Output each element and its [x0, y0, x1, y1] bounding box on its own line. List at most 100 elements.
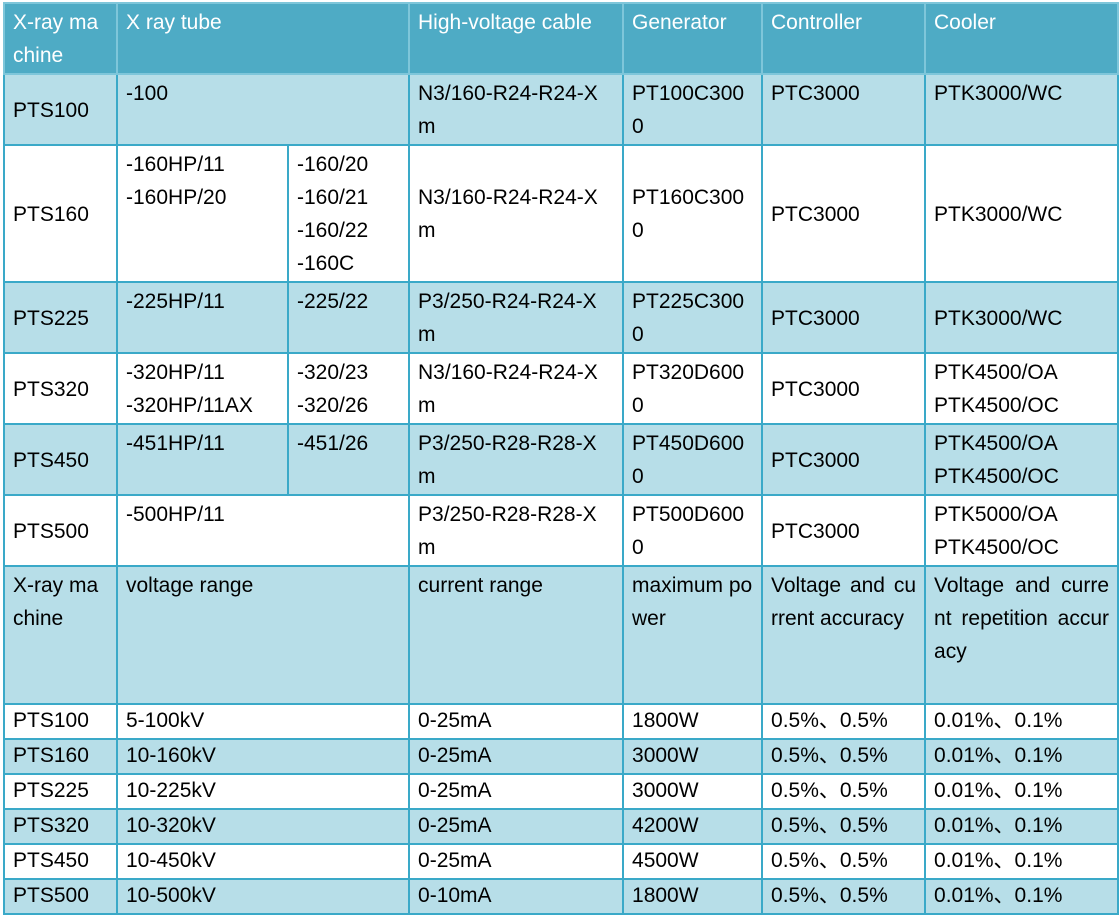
cable-model: N3/160-R24-R24-Xm	[418, 186, 598, 242]
machine-cell: PTS225	[3, 281, 118, 354]
spec-row: PTS450 10-450kV 0-25mA 4500W 0.5%、0.5% 0.01%、…	[3, 843, 1120, 880]
spec-cell-machine: PTS225	[3, 773, 118, 810]
spec-value-repetition: 0.01%、0.1%	[934, 744, 1063, 767]
spec-value-voltage: 10-500kV	[126, 884, 216, 907]
spec-cell-current: 0-25mA	[408, 738, 625, 775]
spec-label-accuracy: Voltage and current accuracy	[771, 574, 917, 630]
tube-cell-hp: -160HP/11 -160HP/20	[116, 144, 289, 283]
spec-header-power: maximum power	[622, 565, 764, 705]
controller-model: PTC3000	[771, 82, 860, 105]
spec-cell-accuracy: 0.5%、0.5%	[761, 703, 927, 740]
machine-model: PTS100	[13, 98, 89, 122]
spec-cell-voltage: 10-160kV	[115, 738, 411, 775]
tube-model: -160/22	[297, 219, 369, 242]
header-cell-cooler: Cooler	[924, 2, 1120, 75]
spec-header-row: X-ray machine voltage range current range m…	[3, 565, 1120, 705]
spec-cell-current: 0-25mA	[408, 773, 625, 810]
header-cell-machine: X-ray machine	[3, 2, 118, 75]
spec-value-voltage: 10-450kV	[126, 849, 216, 872]
spec-value-voltage: 5-100kV	[126, 709, 205, 732]
header-cell-tube: X ray tube	[115, 2, 411, 75]
tube-model: -451/26	[297, 432, 369, 455]
header-label-cooler: Cooler	[934, 11, 996, 34]
generator-model: PT500D6000	[632, 503, 745, 559]
generator-cell: PT320D6000	[622, 352, 764, 425]
controller-model: PTC3000	[771, 448, 860, 472]
tube-model: -100	[126, 82, 169, 105]
spec-value-current: 0-25mA	[418, 814, 492, 837]
spec-header-current: current range	[408, 565, 625, 705]
tube-model: -160HP/20	[126, 186, 227, 209]
tube-model: -160/20	[297, 153, 369, 176]
controller-cell: PTC3000	[761, 352, 927, 425]
spec-value-accuracy: 0.5%、0.5%	[771, 744, 888, 767]
machine-model: PTS500	[13, 519, 89, 543]
generator-cell: PT225C3000	[622, 281, 764, 354]
cable-model: N3/160-R24-R24-Xm	[418, 82, 598, 138]
cooler-model: PTK3000/WC	[934, 202, 1063, 226]
tube-model: -320/23	[297, 361, 369, 384]
spec-cell-machine: PTS320	[3, 808, 118, 845]
spec-value-power: 3000W	[632, 779, 699, 802]
tube-cell-hp: -320HP/11 -320HP/11AX	[116, 352, 289, 425]
generator-model: PT225C3000	[632, 290, 745, 346]
cable-cell: N3/160-R24-R24-Xm	[408, 144, 625, 283]
spec-value-machine: PTS450	[13, 849, 89, 872]
spec-cell-accuracy: 0.5%、0.5%	[761, 843, 927, 880]
spec-cell-repetition: 0.01%、0.1%	[924, 878, 1120, 915]
controller-model: PTC3000	[771, 377, 860, 401]
spec-value-voltage: 10-320kV	[126, 814, 216, 837]
spec-value-accuracy: 0.5%、0.5%	[771, 779, 888, 802]
spec-value-machine: PTS160	[13, 744, 89, 767]
config-row: PTS160 -160HP/11 -160HP/20 -160/20 -160/21 -1…	[3, 144, 1120, 283]
spec-header-voltage: voltage range	[115, 565, 411, 705]
controller-cell: PTC3000	[761, 423, 927, 496]
generator-cell: PT160C3000	[622, 144, 764, 283]
spec-cell-voltage: 10-320kV	[115, 808, 411, 845]
config-row: PTS450 -451HP/11 -451/26 P3/250-R28-R28-Xm P…	[3, 423, 1120, 496]
spec-cell-current: 0-25mA	[408, 808, 625, 845]
spec-header-repetition: Voltage and current repetition accuracy	[924, 565, 1120, 705]
cable-cell: P3/250-R24-R24-Xm	[408, 281, 625, 354]
spec-cell-power: 1800W	[622, 703, 764, 740]
header-cell-cable: High-voltage cable	[408, 2, 625, 75]
spec-value-current: 0-25mA	[418, 709, 492, 732]
generator-model: PT100C3000	[632, 82, 745, 138]
config-table-body: X-ray machine X ray tube High-voltage cabl…	[3, 2, 1120, 915]
spec-cell-accuracy: 0.5%、0.5%	[761, 773, 927, 810]
spec-value-accuracy: 0.5%、0.5%	[771, 709, 888, 732]
spec-cell-repetition: 0.01%、0.1%	[924, 808, 1120, 845]
spec-cell-repetition: 0.01%、0.1%	[924, 843, 1120, 880]
controller-cell: PTC3000	[761, 144, 927, 283]
spec-header-accuracy: Voltage and current accuracy	[761, 565, 927, 705]
config-row: PTS320 -320HP/11 -320HP/11AX -320/23 -320/26…	[3, 352, 1120, 425]
tube-model: -225/22	[297, 290, 369, 313]
spec-label-power: maximum power	[632, 574, 753, 630]
cooler-cell: PTK5000/OA PTK4500/OC	[924, 494, 1120, 567]
xray-spec-table: X-ray machine X ray tube High-voltage cabl…	[3, 2, 1120, 915]
spec-cell-machine: PTS100	[3, 703, 118, 740]
cable-cell: P3/250-R28-R28-Xm	[408, 423, 625, 496]
cooler-cell: PTK3000/WC	[924, 144, 1120, 283]
tube-cell-std: -451/26	[286, 423, 411, 496]
config-row: PTS100 -100 N3/160-R24-R24-Xm PT100C3000 PTC…	[3, 73, 1120, 146]
generator-cell: PT100C3000	[622, 73, 764, 146]
controller-model: PTC3000	[771, 519, 860, 543]
generator-model: PT320D6000	[632, 361, 745, 417]
spec-value-power: 1800W	[632, 709, 699, 732]
controller-cell: PTC3000	[761, 281, 927, 354]
tube-cell-std: -160/20 -160/21 -160/22 -160C	[286, 144, 411, 283]
spec-cell-machine: PTS500	[3, 878, 118, 915]
spec-row: PTS160 10-160kV 0-25mA 3000W 0.5%、0.5% 0.01%、…	[3, 738, 1120, 775]
spec-cell-repetition: 0.01%、0.1%	[924, 738, 1120, 775]
cable-model: N3/160-R24-R24-Xm	[418, 361, 598, 417]
spec-row: PTS100 5-100kV 0-25mA 1800W 0.5%、0.5% 0.01%、0…	[3, 703, 1120, 740]
cable-cell: P3/250-R28-R28-Xm	[408, 494, 625, 567]
generator-cell: PT450D6000	[622, 423, 764, 496]
spec-value-machine: PTS500	[13, 884, 89, 907]
spec-value-power: 1800W	[632, 884, 699, 907]
tube-cell-hp: -225HP/11	[116, 281, 289, 354]
header-row: X-ray machine X ray tube High-voltage cabl…	[3, 2, 1120, 75]
tube-model: -160HP/11	[126, 153, 225, 176]
header-label-cable: High-voltage cable	[418, 11, 592, 34]
